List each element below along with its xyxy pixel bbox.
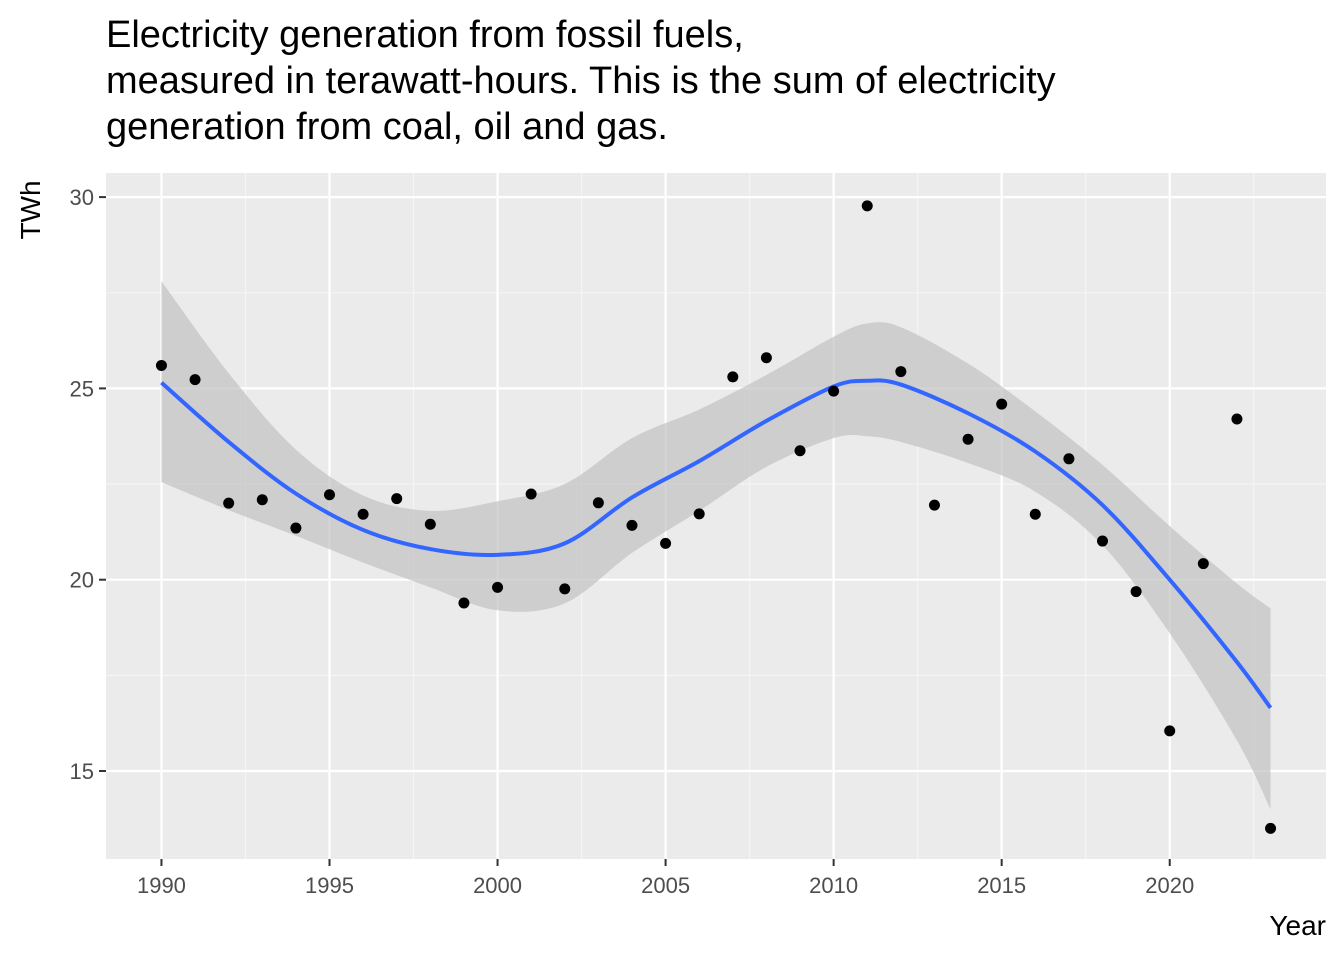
data-point: [1265, 822, 1277, 834]
x-tick-label: 2020: [1145, 873, 1194, 898]
data-point: [861, 200, 873, 212]
data-point: [424, 518, 436, 530]
x-tick-label: 2010: [809, 873, 858, 898]
x-tick-label: 1995: [305, 873, 354, 898]
chart-title-line-1: Electricity generation from fossil fuels…: [106, 14, 744, 56]
smooth-trend-line: [160, 378, 1273, 710]
x-tick-label: 2000: [473, 873, 522, 898]
data-point: [828, 385, 840, 397]
confidence-band-layer: [161, 281, 1271, 810]
y-tick-label: 30: [70, 185, 94, 210]
y-tick-label: 15: [70, 759, 94, 784]
data-point: [458, 597, 470, 609]
x-tick-label: 2015: [977, 873, 1026, 898]
data-point: [256, 494, 268, 506]
data-point: [492, 581, 504, 593]
data-point: [928, 499, 940, 511]
data-point: [223, 497, 235, 509]
data-point: [760, 352, 772, 364]
data-point: [155, 359, 167, 371]
data-point: [1097, 535, 1109, 547]
axes: 1990 1995 2000 2005 2010 2015 2020 15 20 25 30: [70, 185, 1195, 898]
data-point: [1029, 508, 1041, 520]
data-point: [559, 583, 571, 595]
confidence-band: [161, 281, 1271, 810]
y-tick-label: 25: [70, 376, 94, 401]
data-point: [794, 445, 806, 457]
chart-title-line-3: generation from coal, oil and gas.: [106, 106, 668, 148]
data-point: [693, 508, 705, 520]
data-point: [660, 537, 672, 549]
data-point: [525, 488, 537, 500]
x-tick-label: 1990: [137, 873, 186, 898]
data-point: [1130, 586, 1142, 598]
data-point: [727, 371, 739, 383]
data-point: [996, 398, 1008, 410]
chart-title-line-2: measured in terawatt-hours. This is the …: [106, 60, 1056, 102]
chart-title: Electricity generation from fossil fuels…: [106, 12, 1326, 150]
data-point: [962, 433, 974, 445]
data-point: [357, 508, 369, 520]
smooth-line-layer: [160, 378, 1273, 710]
x-axis-title: Year: [1269, 910, 1326, 941]
data-point: [1231, 413, 1243, 425]
data-points: [155, 200, 1277, 834]
x-tick-label: 2005: [641, 873, 690, 898]
data-point: [391, 493, 403, 505]
data-point: [323, 489, 335, 501]
data-point: [189, 374, 201, 386]
data-point: [1063, 453, 1075, 465]
data-point: [1197, 558, 1209, 570]
y-tick-label: 20: [70, 568, 94, 593]
data-point: [1164, 725, 1176, 737]
data-point: [290, 522, 302, 534]
y-axis-title: TWh: [15, 180, 46, 239]
data-point: [895, 366, 907, 378]
data-point: [626, 519, 638, 531]
data-point: [592, 497, 604, 509]
